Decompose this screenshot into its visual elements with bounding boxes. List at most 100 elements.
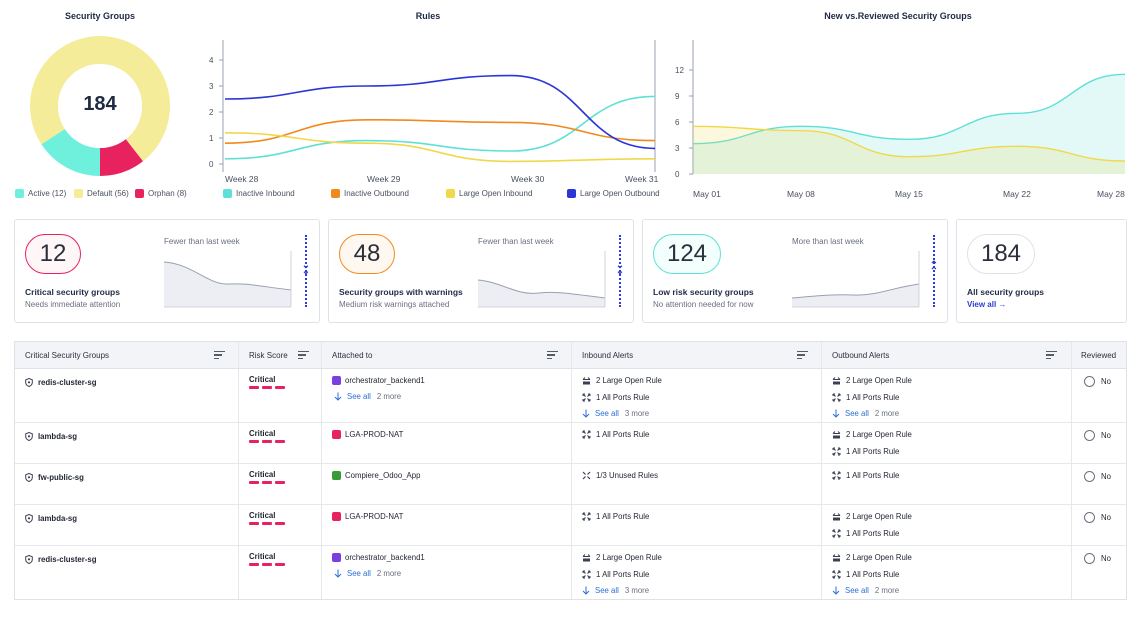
- outbound-see-all-link[interactable]: See all 2 more: [832, 586, 899, 595]
- risk-score-bars: [249, 440, 288, 443]
- security-group-name[interactable]: lambda-sg: [25, 514, 77, 523]
- security-group-name-text: redis-cluster-sg: [38, 555, 97, 564]
- sort-icon[interactable]: [298, 351, 309, 360]
- card-subtitle: Needs immediate attention: [25, 300, 121, 309]
- large-open-rule-icon: [832, 513, 841, 521]
- security-group-name[interactable]: fw-public-sg: [25, 473, 84, 482]
- inbound-alert[interactable]: 1 All Ports Rule: [582, 430, 649, 439]
- header-inbound-alerts[interactable]: Inbound Alerts: [582, 351, 634, 360]
- card-subtitle: No attention needed for now: [653, 300, 754, 309]
- donut-slice-default[interactable]: [29, 36, 170, 162]
- sort-icon[interactable]: [214, 351, 225, 360]
- outbound-see-all-link[interactable]: See all 2 more: [832, 409, 899, 418]
- attached-see-all-link[interactable]: See all 2 more: [334, 569, 401, 578]
- risk-score-label: Critical: [249, 511, 276, 520]
- table-row[interactable]: redis-cluster-sg Critical orchestrator_bac…: [15, 369, 1126, 423]
- line-series-inactive-outbound[interactable]: [224, 118, 656, 144]
- reviewed-value: No: [1101, 513, 1111, 522]
- attached-resource[interactable]: orchestrator_backend1: [332, 553, 425, 562]
- inbound-see-all-link[interactable]: See all 3 more: [582, 409, 649, 418]
- reviewed-toggle[interactable]: No: [1084, 512, 1111, 523]
- view-all-link[interactable]: View all →: [967, 300, 1007, 309]
- header-attached-to[interactable]: Attached to: [332, 351, 373, 360]
- outbound-alert[interactable]: 1 All Ports Rule: [832, 529, 899, 538]
- line-series-inactive-inbound[interactable]: [224, 95, 656, 160]
- outbound-alert[interactable]: 1 All Ports Rule: [832, 393, 899, 402]
- x-tick-label: Week 28: [225, 174, 259, 184]
- inbound-alert[interactable]: 1 All Ports Rule: [582, 393, 649, 402]
- rules-chart-title: Rules: [415, 11, 441, 21]
- table-row[interactable]: lambda-sg Critical LGA-PROD-NAT 1 All Ports…: [15, 505, 1126, 546]
- outbound-alert[interactable]: 1 All Ports Rule: [832, 570, 899, 579]
- attached-resource[interactable]: orchestrator_backend1: [332, 376, 425, 385]
- table-row[interactable]: fw-public-sg Critical Compiere_Odoo_App 1/3…: [15, 464, 1126, 505]
- sort-icon[interactable]: [1046, 351, 1057, 360]
- outbound-alert-text: 2 Large Open Rule: [846, 376, 912, 385]
- header-reviewed[interactable]: Reviewed: [1081, 351, 1117, 360]
- inbound-alert[interactable]: 2 Large Open Rule: [582, 376, 662, 385]
- security-group-name[interactable]: redis-cluster-sg: [25, 555, 97, 564]
- all-groups-card[interactable]: 184 All security groups View all →: [956, 219, 1127, 323]
- reviewed-toggle[interactable]: No: [1084, 376, 1111, 387]
- card-title: Security groups with warnings: [339, 287, 463, 297]
- sort-icon[interactable]: [547, 351, 558, 360]
- reviewed-toggle[interactable]: No: [1084, 471, 1111, 482]
- inbound-see-all-link[interactable]: See all 3 more: [582, 586, 649, 595]
- attached-resource[interactable]: Compiere_Odoo_App: [332, 471, 420, 480]
- warning-count-pill: 48: [339, 234, 395, 274]
- inbound-alert[interactable]: 2 Large Open Rule: [582, 553, 662, 562]
- outbound-alert[interactable]: 2 Large Open Rule: [832, 430, 912, 439]
- reviewed-radio[interactable]: [1084, 376, 1095, 387]
- line-series-large-open-inbound[interactable]: [224, 132, 656, 163]
- table-row[interactable]: redis-cluster-sg Critical orchestrator_bac…: [15, 546, 1126, 600]
- outbound-alert[interactable]: 1 All Ports Rule: [832, 447, 899, 456]
- inbound-alert[interactable]: 1/3 Unused Rules: [582, 471, 658, 480]
- header-critical-security-groups[interactable]: Critical Security Groups: [25, 351, 110, 360]
- inbound-alert[interactable]: 1 All Ports Rule: [582, 512, 649, 521]
- unused-rule-icon: [582, 471, 591, 480]
- security-group-name[interactable]: lambda-sg: [25, 432, 77, 441]
- inbound-alert-text: 1 All Ports Rule: [596, 430, 650, 439]
- legend-label: Default (56): [87, 189, 129, 198]
- rules-legend-inactive-inbound: Inactive Inbound: [223, 189, 295, 198]
- reviewed-radio[interactable]: [1084, 471, 1095, 482]
- all-ports-rule-icon: [832, 393, 841, 402]
- reviewed-toggle[interactable]: No: [1084, 430, 1111, 441]
- reviewed-toggle[interactable]: No: [1084, 553, 1111, 564]
- donut-slice-active[interactable]: [41, 128, 100, 176]
- inactive-inbound-swatch: [223, 189, 232, 198]
- trend-down-icon: ⌄ ⌄: [615, 260, 625, 277]
- legend-label: Active (12): [28, 189, 67, 198]
- y-tick-label: 0: [209, 160, 214, 169]
- header-outbound-alerts[interactable]: Outbound Alerts: [832, 351, 890, 360]
- sort-icon[interactable]: [797, 351, 808, 360]
- header-risk-score[interactable]: Risk Score: [249, 351, 288, 360]
- arrow-down-icon: [832, 409, 840, 418]
- line-series-large-open-outbound[interactable]: [224, 74, 656, 150]
- donut-slice-orphan[interactable]: [100, 139, 143, 176]
- outbound-alert[interactable]: 2 Large Open Rule: [832, 512, 912, 521]
- legend-label: Orphan (8): [148, 189, 187, 198]
- risk-score-bars: [249, 386, 288, 389]
- critical-groups-card[interactable]: 12 Critical security groups Needs immedi…: [14, 219, 320, 323]
- reviewed-radio[interactable]: [1084, 430, 1095, 441]
- reviewed-radio[interactable]: [1084, 512, 1095, 523]
- inbound-alert[interactable]: 1 All Ports Rule: [582, 570, 649, 579]
- shield-icon: [25, 555, 33, 564]
- attached-resource[interactable]: LGA-PROD-NAT: [332, 430, 403, 439]
- low-risk-groups-card[interactable]: 124 Low risk security groups No attentio…: [642, 219, 948, 323]
- inbound-alert-text: 1 All Ports Rule: [596, 570, 650, 579]
- security-group-name[interactable]: redis-cluster-sg: [25, 378, 97, 387]
- attached-see-all-link[interactable]: See all 2 more: [334, 392, 401, 401]
- warning-groups-card[interactable]: 48 Security groups with warnings Medium …: [328, 219, 634, 323]
- reviewed-radio[interactable]: [1084, 553, 1095, 564]
- outbound-alert[interactable]: 2 Large Open Rule: [832, 376, 912, 385]
- outbound-alert[interactable]: 1 All Ports Rule: [832, 471, 899, 480]
- more-count: 3 more: [624, 409, 650, 418]
- table-row[interactable]: lambda-sg Critical LGA-PROD-NAT 1 All Ports…: [15, 423, 1126, 464]
- outbound-alert[interactable]: 2 Large Open Rule: [832, 553, 912, 562]
- arrow-down-icon: [832, 586, 840, 595]
- attached-resource[interactable]: LGA-PROD-NAT: [332, 512, 403, 521]
- outbound-alert-text: 1 All Ports Rule: [846, 393, 900, 402]
- area-series-line-1[interactable]: [692, 125, 1126, 162]
